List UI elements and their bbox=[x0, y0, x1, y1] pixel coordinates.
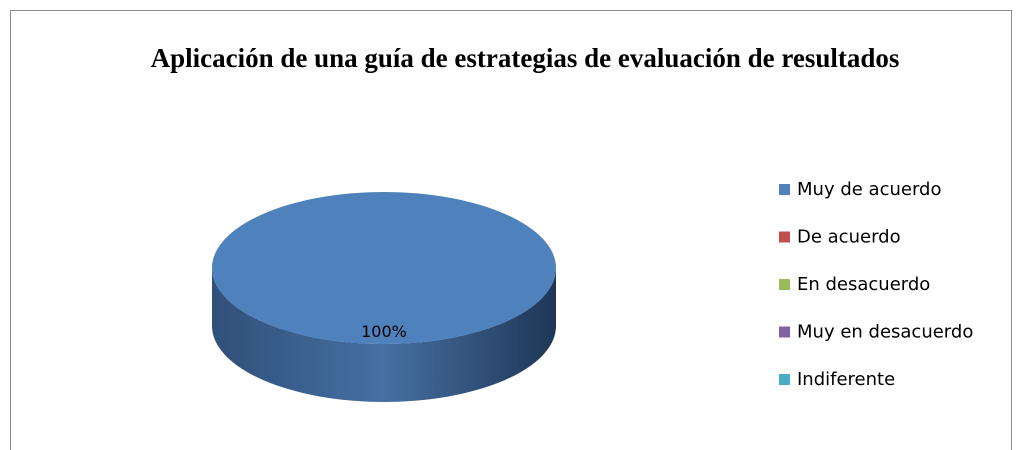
legend-swatch bbox=[779, 279, 790, 290]
legend-label: En desacuerdo bbox=[797, 274, 930, 295]
pie-side bbox=[212, 268, 556, 402]
legend-swatch bbox=[779, 231, 790, 243]
legend-swatch bbox=[779, 326, 790, 338]
legend-label: Indiferente bbox=[797, 369, 895, 390]
legend-label: Muy de acuerdo bbox=[797, 179, 941, 200]
legend-swatch bbox=[779, 184, 790, 195]
pie-slice bbox=[211, 191, 556, 345]
frame bbox=[10, 10, 1012, 450]
legend-swatch bbox=[779, 374, 790, 385]
chart-title: Aplicación de una guía de estrategias de… bbox=[150, 43, 900, 73]
legend-label: Muy en desacuerdo bbox=[797, 322, 973, 343]
legend-label: De acuerdo bbox=[797, 227, 901, 248]
data-label: 100% bbox=[361, 322, 407, 341]
